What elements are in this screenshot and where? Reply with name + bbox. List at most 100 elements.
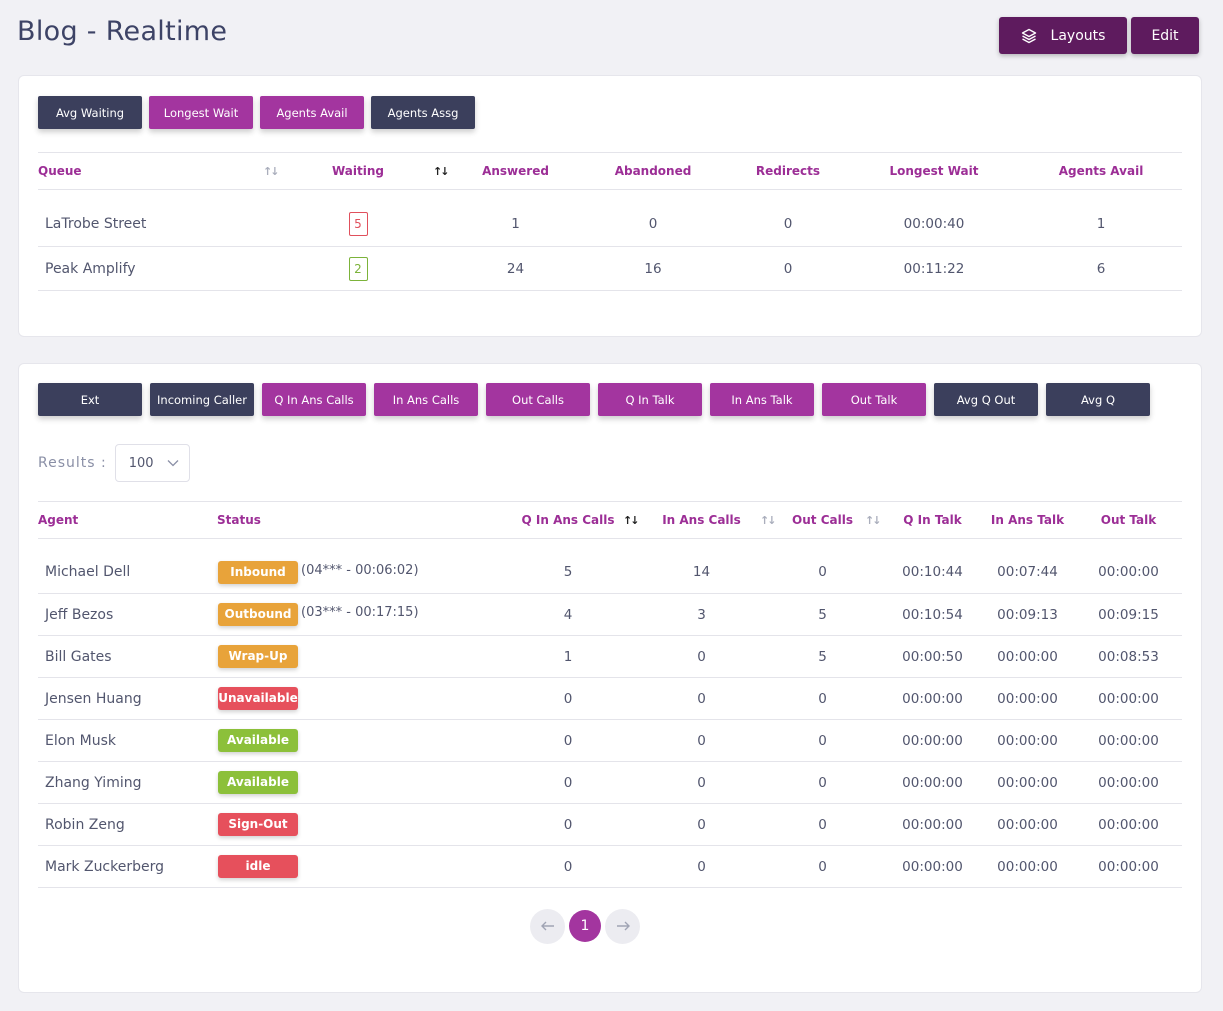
col-header-answered[interactable]: Answered: [453, 152, 578, 190]
next-page-button[interactable]: [605, 909, 640, 944]
agent-name: Robin Zeng: [38, 803, 213, 846]
toggle-agents-assg-button[interactable]: Agents Assg: [371, 96, 475, 129]
agents-avail-cell: 6: [1020, 246, 1182, 291]
answered-cell: 1: [453, 202, 578, 247]
out-talk-cell: 00:00:00: [1075, 719, 1182, 762]
sort-icon[interactable]: ↑↓: [263, 152, 283, 190]
arrow-right-icon: [616, 919, 630, 935]
toggle-q-in-ans-calls-button[interactable]: Q In Ans Calls: [262, 383, 366, 416]
spacer-cell: [760, 803, 780, 846]
toggle-ext-button[interactable]: Ext: [38, 383, 142, 416]
sort-desc-icon[interactable]: ↑↓: [623, 501, 643, 539]
answered-cell: 24: [453, 246, 578, 291]
q-in-ans-calls-cell: 0: [513, 803, 623, 846]
col-header-out-talk[interactable]: Out Talk: [1075, 501, 1182, 539]
out-calls-cell: 0: [780, 551, 865, 594]
table-row: Mark Zuckerberg idle 0 0 0 00:00:00 00:00:00 00…: [38, 845, 1182, 888]
redirects-cell: 0: [728, 202, 848, 247]
col-header-agents-avail[interactable]: Agents Avail: [1020, 152, 1182, 190]
q-in-talk-cell: 00:00:50: [885, 635, 980, 678]
layouts-label: Layouts: [1050, 27, 1106, 44]
out-talk-cell: 00:00:00: [1075, 677, 1182, 720]
waiting-cell: 2: [283, 246, 433, 291]
col-header-q-in-ans-calls[interactable]: Q In Ans Calls: [513, 501, 623, 539]
abandoned-cell: 0: [578, 202, 728, 247]
queue-table: Queue ↑↓ Waiting ↑↓ Answered Abandoned R…: [38, 152, 1182, 291]
out-talk-cell: 00:00:00: [1075, 845, 1182, 888]
spacer-cell: [760, 761, 780, 804]
status-cell: Outbound (03*** - 00:17:15): [213, 593, 513, 636]
col-header-agent[interactable]: Agent: [38, 501, 213, 539]
toggle-longest-wait-button[interactable]: Longest Wait: [149, 96, 253, 129]
toggle-agents-avail-button[interactable]: Agents Avail: [260, 96, 364, 129]
table-row: Elon Musk Available 0 0 0 00:00:00 00:00:00 00:…: [38, 719, 1182, 762]
call-info: (03*** - 00:17:15): [301, 605, 419, 620]
abandoned-cell: 16: [578, 246, 728, 291]
col-header-status[interactable]: Status: [213, 501, 513, 539]
col-header-waiting[interactable]: Waiting: [283, 152, 433, 190]
results-select[interactable]: 100: [114, 444, 190, 482]
q-in-talk-cell: 00:10:44: [885, 551, 980, 594]
toggle-avg-q-out-button[interactable]: Avg Q Out: [934, 383, 1038, 416]
col-header-longest-wait[interactable]: Longest Wait: [848, 152, 1020, 190]
toggle-out-talk-button[interactable]: Out Talk: [822, 383, 926, 416]
status-cell: Sign-Out: [213, 803, 513, 846]
sort-icon[interactable]: ↑↓: [865, 501, 885, 539]
layouts-button[interactable]: Layouts: [999, 17, 1127, 54]
status-cell: Wrap-Up: [213, 635, 513, 678]
spacer-cell: [623, 803, 643, 846]
table-row: Michael Dell Inbound (04*** - 00:06:02) 5 14…: [38, 551, 1182, 594]
col-header-in-ans-talk[interactable]: In Ans Talk: [980, 501, 1075, 539]
agents-avail-cell: 1: [1020, 202, 1182, 247]
out-calls-cell: 0: [780, 719, 865, 762]
spacer-cell: [623, 635, 643, 678]
status-cell: Inbound (04*** - 00:06:02): [213, 551, 513, 594]
toggle-incoming-caller-button[interactable]: Incoming Caller: [150, 383, 254, 416]
in-ans-talk-cell: 00:09:13: [980, 593, 1075, 636]
in-ans-calls-cell: 0: [643, 635, 760, 678]
q-in-talk-cell: 00:00:00: [885, 761, 980, 804]
col-header-out-calls[interactable]: Out Calls: [780, 501, 865, 539]
results-control: Results : 100: [38, 444, 190, 482]
col-header-in-ans-calls[interactable]: In Ans Calls: [643, 501, 760, 539]
in-ans-talk-cell: 00:00:00: [980, 719, 1075, 762]
sort-desc-icon[interactable]: ↑↓: [433, 152, 453, 190]
spacer-cell: [760, 551, 780, 594]
edit-button[interactable]: Edit: [1131, 17, 1199, 54]
out-talk-cell: 00:00:00: [1075, 803, 1182, 846]
spacer-cell: [760, 845, 780, 888]
toggle-q-in-talk-button[interactable]: Q In Talk: [598, 383, 702, 416]
col-header-redirects[interactable]: Redirects: [728, 152, 848, 190]
spacer-cell: [865, 551, 885, 594]
toggle-in-ans-talk-button[interactable]: In Ans Talk: [710, 383, 814, 416]
page-button-current[interactable]: 1: [569, 910, 601, 942]
agent-name: Bill Gates: [38, 635, 213, 678]
toggle-avg-waiting-button[interactable]: Avg Waiting: [38, 96, 142, 129]
agent-table: Agent Status Q In Ans Calls ↑↓ In Ans Ca…: [38, 501, 1182, 888]
q-in-ans-calls-cell: 0: [513, 719, 623, 762]
col-header-q-in-talk[interactable]: Q In Talk: [885, 501, 980, 539]
toggle-out-calls-button[interactable]: Out Calls: [486, 383, 590, 416]
spacer-cell: [623, 551, 643, 594]
prev-page-button[interactable]: [530, 909, 565, 944]
spacer-cell: [623, 761, 643, 804]
toggle-avg-q-button[interactable]: Avg Q: [1046, 383, 1150, 416]
agent-name: Jeff Bezos: [38, 593, 213, 636]
in-ans-talk-cell: 00:00:00: [980, 635, 1075, 678]
table-row: LaTrobe Street 5 1 0 0 00:00:40 1: [38, 202, 1182, 247]
q-in-talk-cell: 00:00:00: [885, 803, 980, 846]
col-header-queue[interactable]: Queue: [38, 152, 263, 190]
waiting-cell: 5: [283, 202, 433, 247]
in-ans-talk-cell: 00:00:00: [980, 845, 1075, 888]
col-header-abandoned[interactable]: Abandoned: [578, 152, 728, 190]
sort-icon[interactable]: ↑↓: [760, 501, 780, 539]
spacer-cell: [760, 677, 780, 720]
q-in-ans-calls-cell: 0: [513, 845, 623, 888]
status-cell: Available: [213, 719, 513, 762]
q-in-talk-cell: 00:10:54: [885, 593, 980, 636]
in-ans-calls-cell: 3: [643, 593, 760, 636]
toggle-in-ans-calls-button[interactable]: In Ans Calls: [374, 383, 478, 416]
spacer-cell: [865, 719, 885, 762]
in-ans-calls-cell: 0: [643, 677, 760, 720]
spacer-cell: [760, 635, 780, 678]
